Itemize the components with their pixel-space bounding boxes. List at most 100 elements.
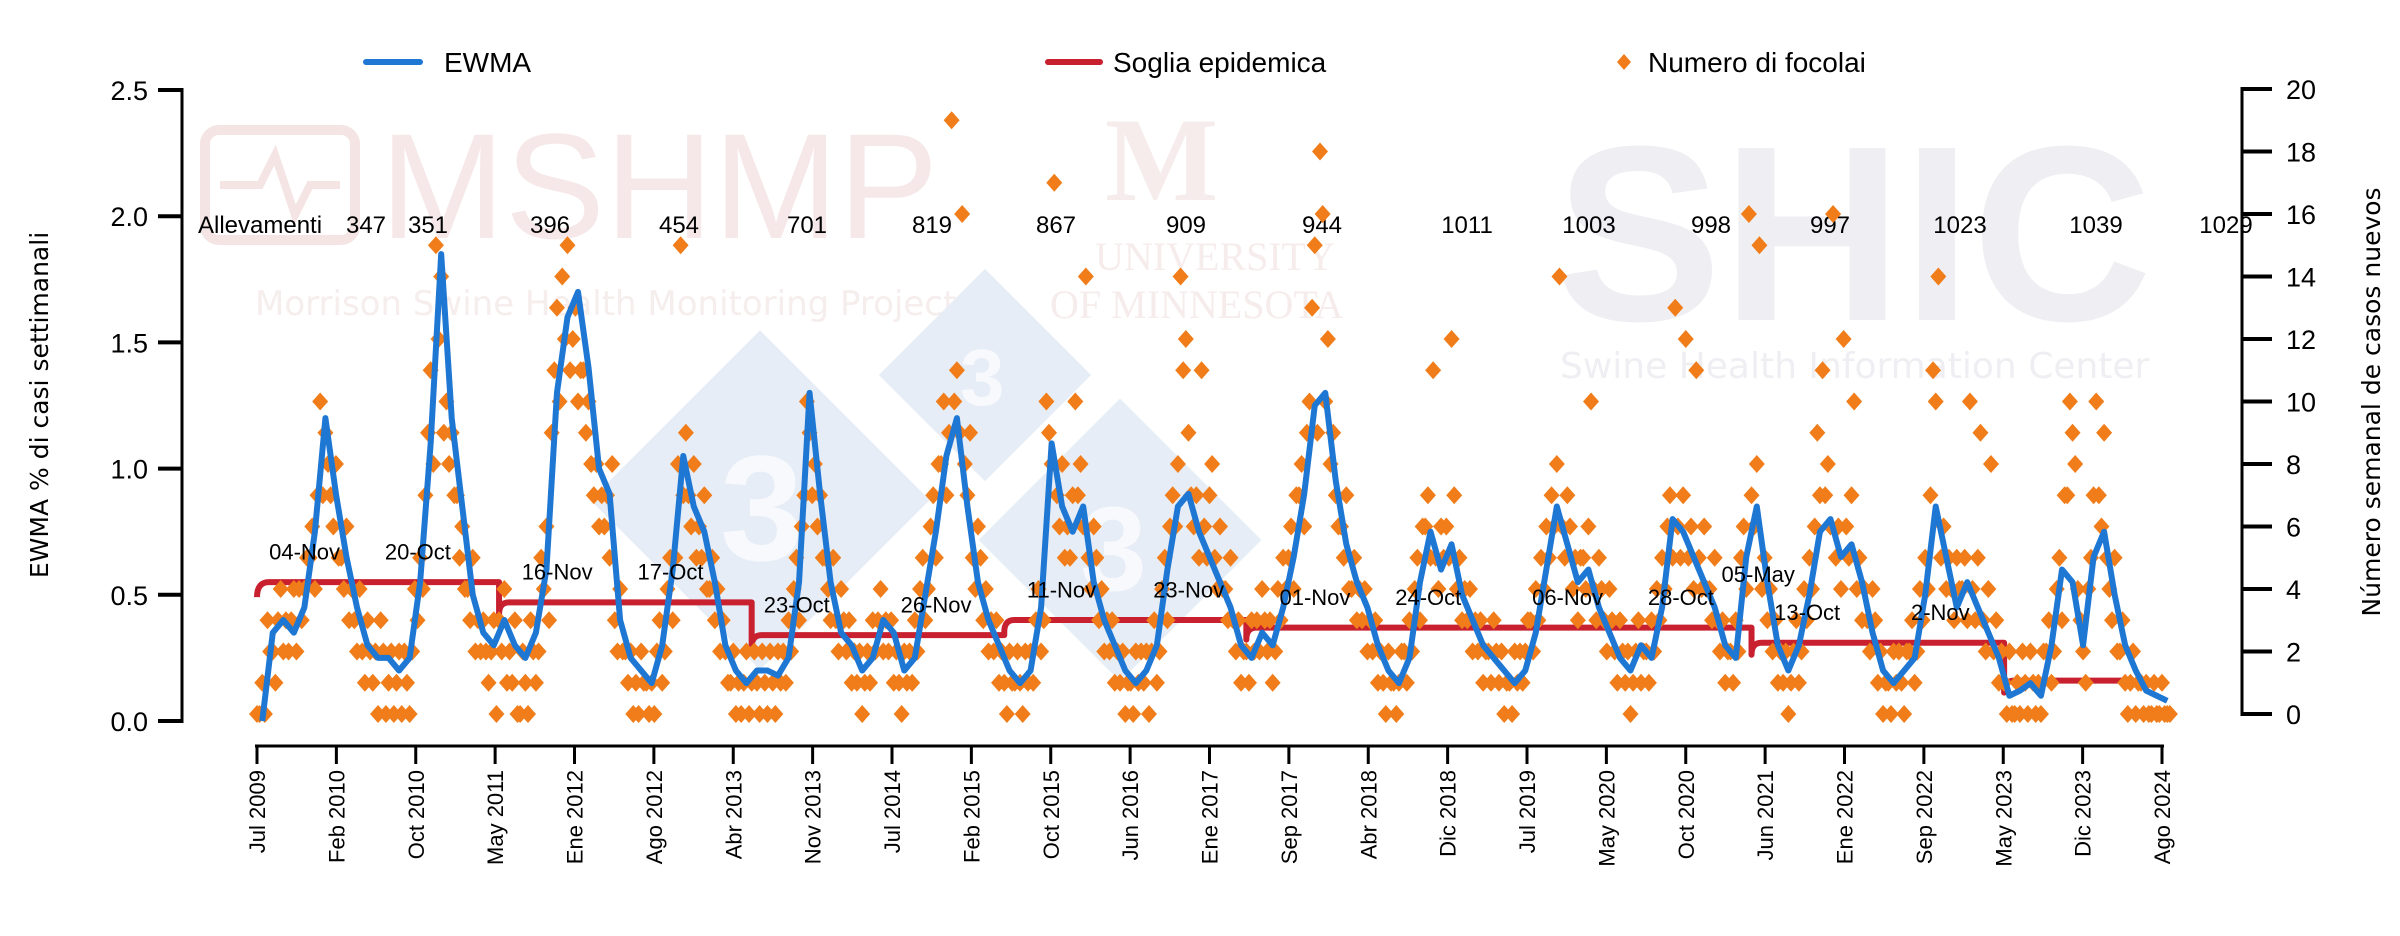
outbreak-point [1204, 455, 1221, 473]
umn-m-icon: M [1105, 93, 1218, 226]
y2-tick-label: 10 [2286, 388, 2316, 418]
outbreak-point [862, 673, 879, 692]
outbreak-point [527, 673, 544, 692]
outbreak-point [1559, 486, 1576, 505]
outbreak-point [427, 236, 444, 255]
outbreak-point [1419, 486, 1436, 505]
outbreak-point [1443, 330, 1460, 348]
outbreak-point [1906, 673, 1923, 692]
threshold-date-label: 20-Oct [385, 539, 451, 564]
outbreak-point [1751, 236, 1768, 255]
outbreak-point [1222, 548, 1239, 567]
x-tick-label: Ago 2024 [2150, 770, 2175, 864]
outbreak-point [596, 517, 613, 536]
umn-logo: M UNIVERSITY OF MINNESOTA [1050, 93, 1344, 327]
outbreak-point [672, 236, 689, 255]
herd-count: 909 [1166, 212, 1206, 239]
outbreak-point [559, 236, 576, 255]
outbreak-point [1611, 611, 1628, 630]
outbreak-point [1438, 517, 1455, 536]
x-tick-label: May 2023 [1991, 770, 2016, 867]
outbreak-point [2051, 548, 2068, 567]
outbreak-point [1922, 486, 1939, 505]
legend-threshold-label: Soglia epidemica [1113, 47, 1327, 78]
outbreak-point [1843, 486, 1860, 505]
outbreak-point [777, 673, 794, 692]
outbreak-point [506, 611, 523, 630]
x-tick-label: Abr 2018 [1356, 770, 1381, 859]
outbreak-point [893, 705, 910, 723]
x-tick-label: Jun 2021 [1753, 770, 1778, 861]
outbreak-point [1961, 392, 1978, 411]
mshmp-subtitle: Morrison Swine Health Monitoring Project [255, 284, 956, 324]
y2-axis-title: Número semanal de casos nuevos [2357, 187, 2386, 616]
outbreak-point [1430, 580, 1447, 598]
outbreak-point [2061, 392, 2078, 411]
outbreak-point [1972, 423, 1989, 442]
mshmp-logo: MSHMP Morrison Swine Health Monitoring P… [200, 102, 956, 324]
outbreak-point [1485, 611, 1502, 630]
outbreak-point [1846, 392, 1863, 411]
outbreak-point [943, 111, 960, 130]
outbreak-point [1551, 267, 1568, 286]
outbreak-point [1212, 517, 1229, 536]
umn-line-2: OF MINNESOTA [1050, 282, 1344, 327]
outbreak-point [2096, 423, 2113, 442]
outbreak-point [1140, 705, 1157, 723]
outbreak-point [604, 455, 621, 473]
y2-tick-label: 8 [2286, 450, 2301, 480]
outbreak-point [1735, 517, 1752, 536]
outbreak-point [1688, 361, 1705, 380]
x-tick-label: Abr 2013 [721, 770, 746, 859]
x-tick-label: Oct 2020 [1674, 770, 1699, 859]
outbreak-point [633, 642, 650, 661]
outbreak-point [1175, 361, 1192, 380]
outbreak-point [1982, 455, 1999, 473]
outbreak-point [630, 705, 647, 723]
x-tick-label: Sep 2022 [1912, 770, 1937, 864]
y-tick-label: 2.5 [110, 76, 148, 106]
outbreak-point [1377, 705, 1394, 723]
outbreak-point [2077, 673, 2094, 692]
outbreak-point [696, 486, 713, 505]
legend-diamond-icon [1617, 54, 1631, 70]
outbreak-point [1314, 205, 1331, 223]
outbreak-point [1306, 236, 1323, 255]
outbreak-point [2067, 455, 2084, 473]
legend-item-threshold: Soglia epidemica [1045, 47, 1327, 78]
outbreak-point [1946, 611, 1963, 630]
outbreak-point [1740, 205, 1757, 223]
threshold-date-label: 01-Nov [1279, 585, 1350, 610]
x-tick-label: Ago 2012 [642, 770, 667, 864]
y2-tick-label: 16 [2286, 200, 2316, 230]
threshold-date-label: 24-Oct [1395, 585, 1461, 610]
ewma-line [259, 251, 2169, 722]
outbreak-point [1683, 517, 1700, 536]
herd-count: 396 [530, 212, 570, 239]
outbreak-point [854, 705, 871, 723]
outbreak-point [1675, 486, 1692, 505]
y2-tick-label: 18 [2286, 138, 2316, 168]
outbreak-point [1025, 673, 1042, 692]
outbreak-point [1038, 392, 1055, 411]
outbreak-point [1817, 486, 1834, 505]
outbreak-point [2154, 673, 2170, 692]
outbreak-point [1446, 486, 1463, 505]
outbreak-point [1504, 705, 1521, 723]
outbreak-point [1882, 705, 1899, 723]
y-tick-label: 1.5 [110, 328, 148, 358]
outbreak-point [1193, 361, 1210, 380]
x-tick-label: May 2020 [1594, 770, 1619, 867]
threshold-date-label: 28-Oct [1648, 585, 1714, 610]
outbreak-point [1262, 611, 1279, 630]
outbreak-point [946, 392, 963, 411]
x-tick-label: Jul 2009 [245, 770, 270, 853]
herd-count: 701 [787, 212, 827, 239]
outbreak-point [1543, 486, 1560, 505]
x-tick-label: Sep 2017 [1277, 770, 1302, 864]
outbreak-point [1790, 673, 1807, 692]
outbreak-point [554, 267, 571, 286]
x-tick-label: Ene 2017 [1198, 770, 1223, 864]
threshold-date-label: 2-Nov [1911, 600, 1970, 625]
outbreak-point [520, 705, 537, 723]
